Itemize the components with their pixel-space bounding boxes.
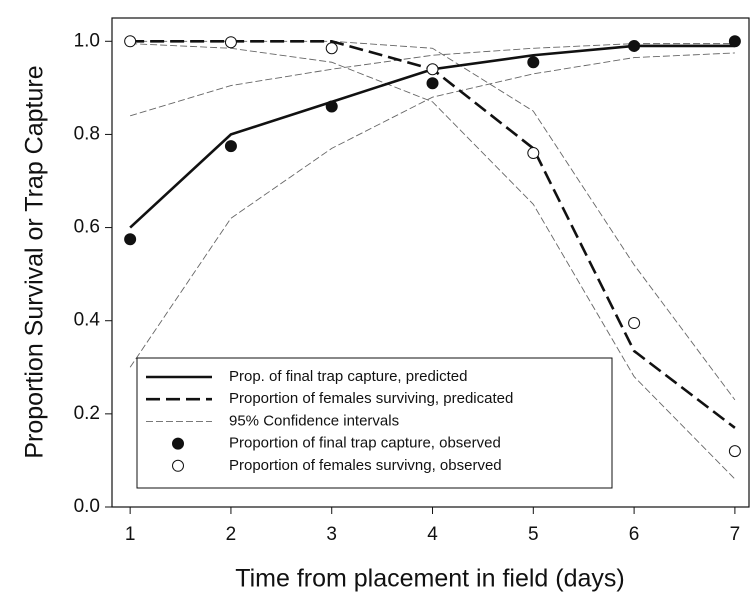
x-tick-label: 4 bbox=[427, 524, 438, 545]
legend-box bbox=[136, 357, 613, 489]
ci-line bbox=[129, 52, 735, 368]
x-tick-label: 6 bbox=[629, 524, 640, 545]
y-tick-label: 0.2 bbox=[74, 403, 100, 424]
y-tick-label: 0.4 bbox=[74, 310, 101, 331]
x-tick-label: 2 bbox=[226, 524, 237, 545]
data-point bbox=[527, 147, 540, 160]
ci-line bbox=[130, 43, 736, 480]
y-tick-label: 0.8 bbox=[74, 123, 100, 144]
data-point bbox=[224, 36, 237, 49]
legend-label: Proportion of females surviving, predica… bbox=[229, 390, 513, 407]
y-tick-label: 1.0 bbox=[74, 30, 100, 51]
x-tick-label: 3 bbox=[326, 524, 337, 545]
data-point bbox=[728, 35, 741, 48]
data-point bbox=[426, 63, 439, 76]
ci-line bbox=[130, 40, 736, 401]
data-point bbox=[325, 100, 338, 113]
data-point bbox=[325, 42, 338, 55]
data-point bbox=[124, 35, 137, 48]
y-tick-label: 0.6 bbox=[74, 217, 100, 238]
x-tick-label: 7 bbox=[730, 524, 741, 545]
legend-symbol bbox=[172, 437, 184, 450]
y-axis-label: Proportion Survival or Trap Capture bbox=[21, 65, 49, 458]
legend-label: 95% Confidence intervals bbox=[229, 412, 399, 429]
y-tick-label: 0.0 bbox=[74, 496, 100, 517]
data-point bbox=[628, 317, 641, 330]
legend-symbol bbox=[172, 459, 184, 472]
data-point bbox=[426, 77, 439, 90]
x-tick-label: 5 bbox=[528, 524, 539, 545]
data-point bbox=[224, 140, 237, 153]
data-point bbox=[728, 445, 741, 458]
legend-label: Proportion of final trap capture, observ… bbox=[229, 435, 501, 452]
x-axis-label: Time from placement in field (days) bbox=[235, 565, 624, 593]
legend-label: Prop. of final trap capture, predicted bbox=[229, 368, 467, 385]
data-point bbox=[124, 233, 137, 246]
data-point bbox=[628, 39, 641, 52]
plot-frame bbox=[111, 17, 750, 508]
legend-label: Proportion of females survivng, observed bbox=[229, 457, 502, 474]
x-tick-label: 1 bbox=[125, 524, 136, 545]
data-point bbox=[527, 56, 540, 69]
